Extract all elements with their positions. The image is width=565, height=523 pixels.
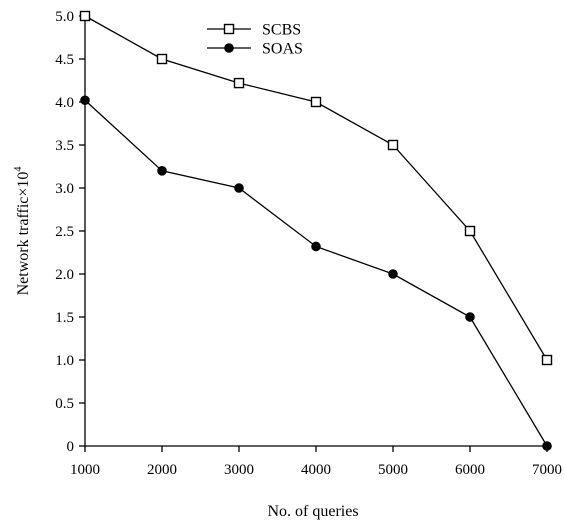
y-tick-label: 1.0: [55, 353, 74, 369]
y-tick-label: 2.5: [55, 224, 74, 240]
legend-label-soas: SOAS: [262, 41, 303, 58]
y-tick-label: 4.5: [55, 52, 74, 68]
x-tick-label: 1000: [70, 462, 100, 478]
data-point-soas: [542, 441, 552, 451]
legend-label-scbs: SCBS: [262, 22, 301, 39]
data-point-scbs: [541, 354, 553, 366]
series-soas: [80, 95, 552, 451]
data-point-scbs: [387, 139, 399, 151]
data-point-soas: [388, 269, 398, 279]
x-axis-title: No. of queries: [267, 503, 358, 520]
y-tick-label: 4.0: [55, 95, 74, 111]
data-point-scbs: [233, 77, 245, 89]
series-line-scbs: [84, 15, 548, 361]
data-point-scbs: [310, 96, 322, 108]
y-tick-label: 0: [67, 439, 75, 455]
legend-marker-scbs: [223, 23, 235, 35]
axes: 0 0.5 1.0 1.5 2.0 2.5 3.0 3.5 4.0 4.5 5.0 1000 2000 3…: [55, 9, 562, 478]
series-line-soas: [84, 99, 548, 447]
y-axis-title-exponent: 4: [13, 167, 24, 172]
y-axis-title: Network traffic×104: [13, 167, 32, 296]
legend-marker-soas: [224, 43, 234, 53]
y-tick-label: 2.0: [55, 267, 74, 283]
data-point-scbs: [156, 53, 168, 65]
y-tick-label: 3.5: [55, 138, 74, 154]
y-tick-label: 5.0: [55, 9, 74, 25]
data-point-soas: [80, 95, 90, 106]
data-point-scbs: [464, 225, 476, 237]
y-axis-title-main: Network traffic×10: [15, 172, 32, 296]
x-tick-label: 2000: [147, 462, 177, 478]
data-point-soas: [465, 312, 475, 322]
series-layer: [79, 10, 553, 451]
legend-item-soas: SOAS: [207, 41, 303, 58]
data-point-soas: [157, 166, 167, 176]
y-tick-label: 0.5: [55, 396, 74, 412]
x-tick-label: 7000: [532, 462, 562, 478]
y-tick-label: 3.0: [55, 181, 74, 197]
data-point-soas: [234, 183, 244, 193]
x-tick-label: 6000: [455, 462, 485, 478]
x-tick-label: 5000: [378, 462, 408, 478]
legend-item-scbs: SCBS: [207, 22, 301, 39]
legend: SCBS SOAS: [207, 22, 303, 58]
x-tick-label: 4000: [301, 462, 331, 478]
series-scbs: [79, 10, 553, 366]
y-tick-label: 1.5: [55, 310, 74, 326]
data-point-scbs: [79, 10, 91, 22]
data-point-soas: [311, 241, 321, 252]
x-tick-label: 3000: [224, 462, 254, 478]
